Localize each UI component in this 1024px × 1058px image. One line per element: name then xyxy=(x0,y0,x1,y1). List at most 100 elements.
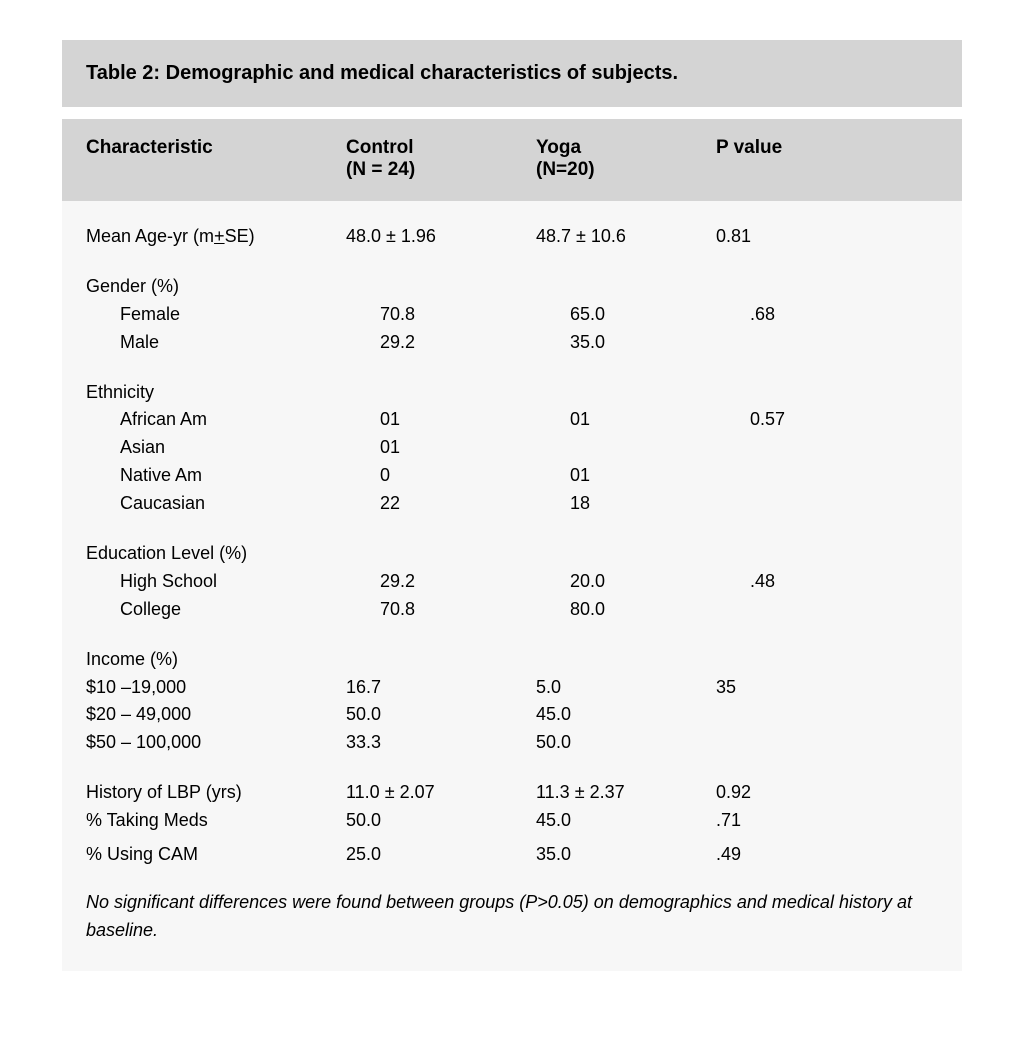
col-header-characteristic: Characteristic xyxy=(86,137,346,181)
cell-gender-header: Gender (%) xyxy=(86,273,346,301)
cell-native-yoga: 01 xyxy=(570,462,750,490)
cell-hs-p: .48 xyxy=(750,568,938,596)
cell-male-control: 29.2 xyxy=(380,329,570,357)
cell-mean-age-label: Mean Age-yr (m+SE) xyxy=(86,223,346,251)
row-income-20: $20 – 49,000 50.0 45.0 xyxy=(86,701,938,729)
row-college: College 70.8 80.0 xyxy=(86,596,938,624)
cell-education-header: Education Level (%) xyxy=(86,540,346,568)
cell-college-yoga: 80.0 xyxy=(570,596,750,624)
cell-inc10-control: 16.7 xyxy=(346,674,536,702)
row-history-lbp: History of LBP (yrs) 11.0 ± 2.07 11.3 ± … xyxy=(86,779,938,807)
cell-female-yoga: 65.0 xyxy=(570,301,750,329)
cell-female-control: 70.8 xyxy=(380,301,570,329)
row-native-am: Native Am 0 01 xyxy=(86,462,938,490)
cell-inc50-label: $50 – 100,000 xyxy=(86,729,346,757)
cell-inc10-yoga: 5.0 xyxy=(536,674,716,702)
cell-native-label: Native Am xyxy=(86,462,380,490)
row-gender-header: Gender (%) xyxy=(86,273,938,301)
cell-inc20-yoga: 45.0 xyxy=(536,701,716,729)
col-header-yoga-l1: Yoga xyxy=(536,137,581,158)
cell-meds-p: .71 xyxy=(716,807,938,835)
cell-mean-age-p: 0.81 xyxy=(716,223,938,251)
row-highschool: High School 29.2 20.0 .48 xyxy=(86,568,938,596)
row-gender-female: Female 70.8 65.0 .68 xyxy=(86,301,938,329)
cell-college-label: College xyxy=(86,596,380,624)
cell-cam-yoga: 35.0 xyxy=(536,841,716,869)
cell-male-yoga: 35.0 xyxy=(570,329,750,357)
cell-inc50-yoga: 50.0 xyxy=(536,729,716,757)
row-income-10: $10 –19,000 16.7 5.0 35 xyxy=(86,674,938,702)
cell-asian-control: 01 xyxy=(380,434,570,462)
cell-college-control: 70.8 xyxy=(380,596,570,624)
row-ethnicity-header: Ethnicity xyxy=(86,379,938,407)
table-title: Table 2: Demographic and medical charact… xyxy=(62,40,962,107)
row-mean-age: Mean Age-yr (m+SE) 48.0 ± 1.96 48.7 ± 10… xyxy=(86,223,938,251)
cell-asian-yoga xyxy=(570,434,750,462)
cell-african-label: African Am xyxy=(86,406,380,434)
table-body: Mean Age-yr (m+SE) 48.0 ± 1.96 48.7 ± 10… xyxy=(62,201,962,971)
cell-lbp-label: History of LBP (yrs) xyxy=(86,779,346,807)
cell-inc10-label: $10 –19,000 xyxy=(86,674,346,702)
cell-african-control: 01 xyxy=(380,406,570,434)
cell-hs-control: 29.2 xyxy=(380,568,570,596)
demographics-table: Table 2: Demographic and medical charact… xyxy=(62,40,962,971)
mean-age-mid: + xyxy=(214,226,225,246)
col-header-control: Control (N = 24) xyxy=(346,137,536,181)
cell-male-p xyxy=(750,329,938,357)
row-education-header: Education Level (%) xyxy=(86,540,938,568)
row-using-cam: % Using CAM 25.0 35.0 .49 xyxy=(86,841,938,869)
cell-ethnicity-header: Ethnicity xyxy=(86,379,346,407)
mean-age-prefix: Mean Age-yr (m xyxy=(86,226,214,246)
cell-caucasian-p xyxy=(750,490,938,518)
cell-lbp-yoga: 11.3 ± 2.37 xyxy=(536,779,716,807)
row-asian: Asian 01 xyxy=(86,434,938,462)
cell-asian-label: Asian xyxy=(86,434,380,462)
cell-native-p xyxy=(750,462,938,490)
cell-meds-label: % Taking Meds xyxy=(86,807,346,835)
cell-inc20-p xyxy=(716,701,938,729)
row-african-am: African Am 01 01 0.57 xyxy=(86,406,938,434)
cell-caucasian-yoga: 18 xyxy=(570,490,750,518)
row-gender-male: Male 29.2 35.0 xyxy=(86,329,938,357)
col-header-control-l2: (N = 24) xyxy=(346,159,415,180)
row-caucasian: Caucasian 22 18 xyxy=(86,490,938,518)
cell-cam-p: .49 xyxy=(716,841,938,869)
col-header-yoga: Yoga (N=20) xyxy=(536,137,716,181)
cell-african-yoga: 01 xyxy=(570,406,750,434)
cell-inc50-p xyxy=(716,729,938,757)
col-header-pvalue: P value xyxy=(716,137,938,181)
cell-mean-age-control: 48.0 ± 1.96 xyxy=(346,223,536,251)
cell-hs-yoga: 20.0 xyxy=(570,568,750,596)
cell-hs-label: High School xyxy=(86,568,380,596)
cell-mean-age-yoga: 48.7 ± 10.6 xyxy=(536,223,716,251)
column-header-row: Characteristic Control (N = 24) Yoga (N=… xyxy=(62,119,962,201)
cell-inc50-control: 33.3 xyxy=(346,729,536,757)
cell-caucasian-control: 22 xyxy=(380,490,570,518)
cell-lbp-p: 0.92 xyxy=(716,779,938,807)
cell-asian-p xyxy=(750,434,938,462)
table-footnote: No significant differences were found be… xyxy=(86,889,938,945)
row-income-50: $50 – 100,000 33.3 50.0 xyxy=(86,729,938,757)
cell-inc10-p: 35 xyxy=(716,674,938,702)
cell-income-header: Income (%) xyxy=(86,646,346,674)
row-income-header: Income (%) xyxy=(86,646,938,674)
title-gap xyxy=(62,107,962,119)
cell-meds-control: 50.0 xyxy=(346,807,536,835)
cell-cam-control: 25.0 xyxy=(346,841,536,869)
cell-cam-label: % Using CAM xyxy=(86,841,346,869)
cell-caucasian-label: Caucasian xyxy=(86,490,380,518)
cell-female-label: Female xyxy=(86,301,380,329)
cell-female-p: .68 xyxy=(750,301,938,329)
cell-native-control: 0 xyxy=(380,462,570,490)
cell-inc20-label: $20 – 49,000 xyxy=(86,701,346,729)
cell-african-p: 0.57 xyxy=(750,406,938,434)
col-header-control-l1: Control xyxy=(346,137,414,158)
row-taking-meds: % Taking Meds 50.0 45.0 .71 xyxy=(86,807,938,835)
mean-age-suffix: SE) xyxy=(225,226,255,246)
cell-male-label: Male xyxy=(86,329,380,357)
cell-lbp-control: 11.0 ± 2.07 xyxy=(346,779,536,807)
cell-inc20-control: 50.0 xyxy=(346,701,536,729)
col-header-yoga-l2: (N=20) xyxy=(536,159,595,180)
cell-meds-yoga: 45.0 xyxy=(536,807,716,835)
cell-college-p xyxy=(750,596,938,624)
